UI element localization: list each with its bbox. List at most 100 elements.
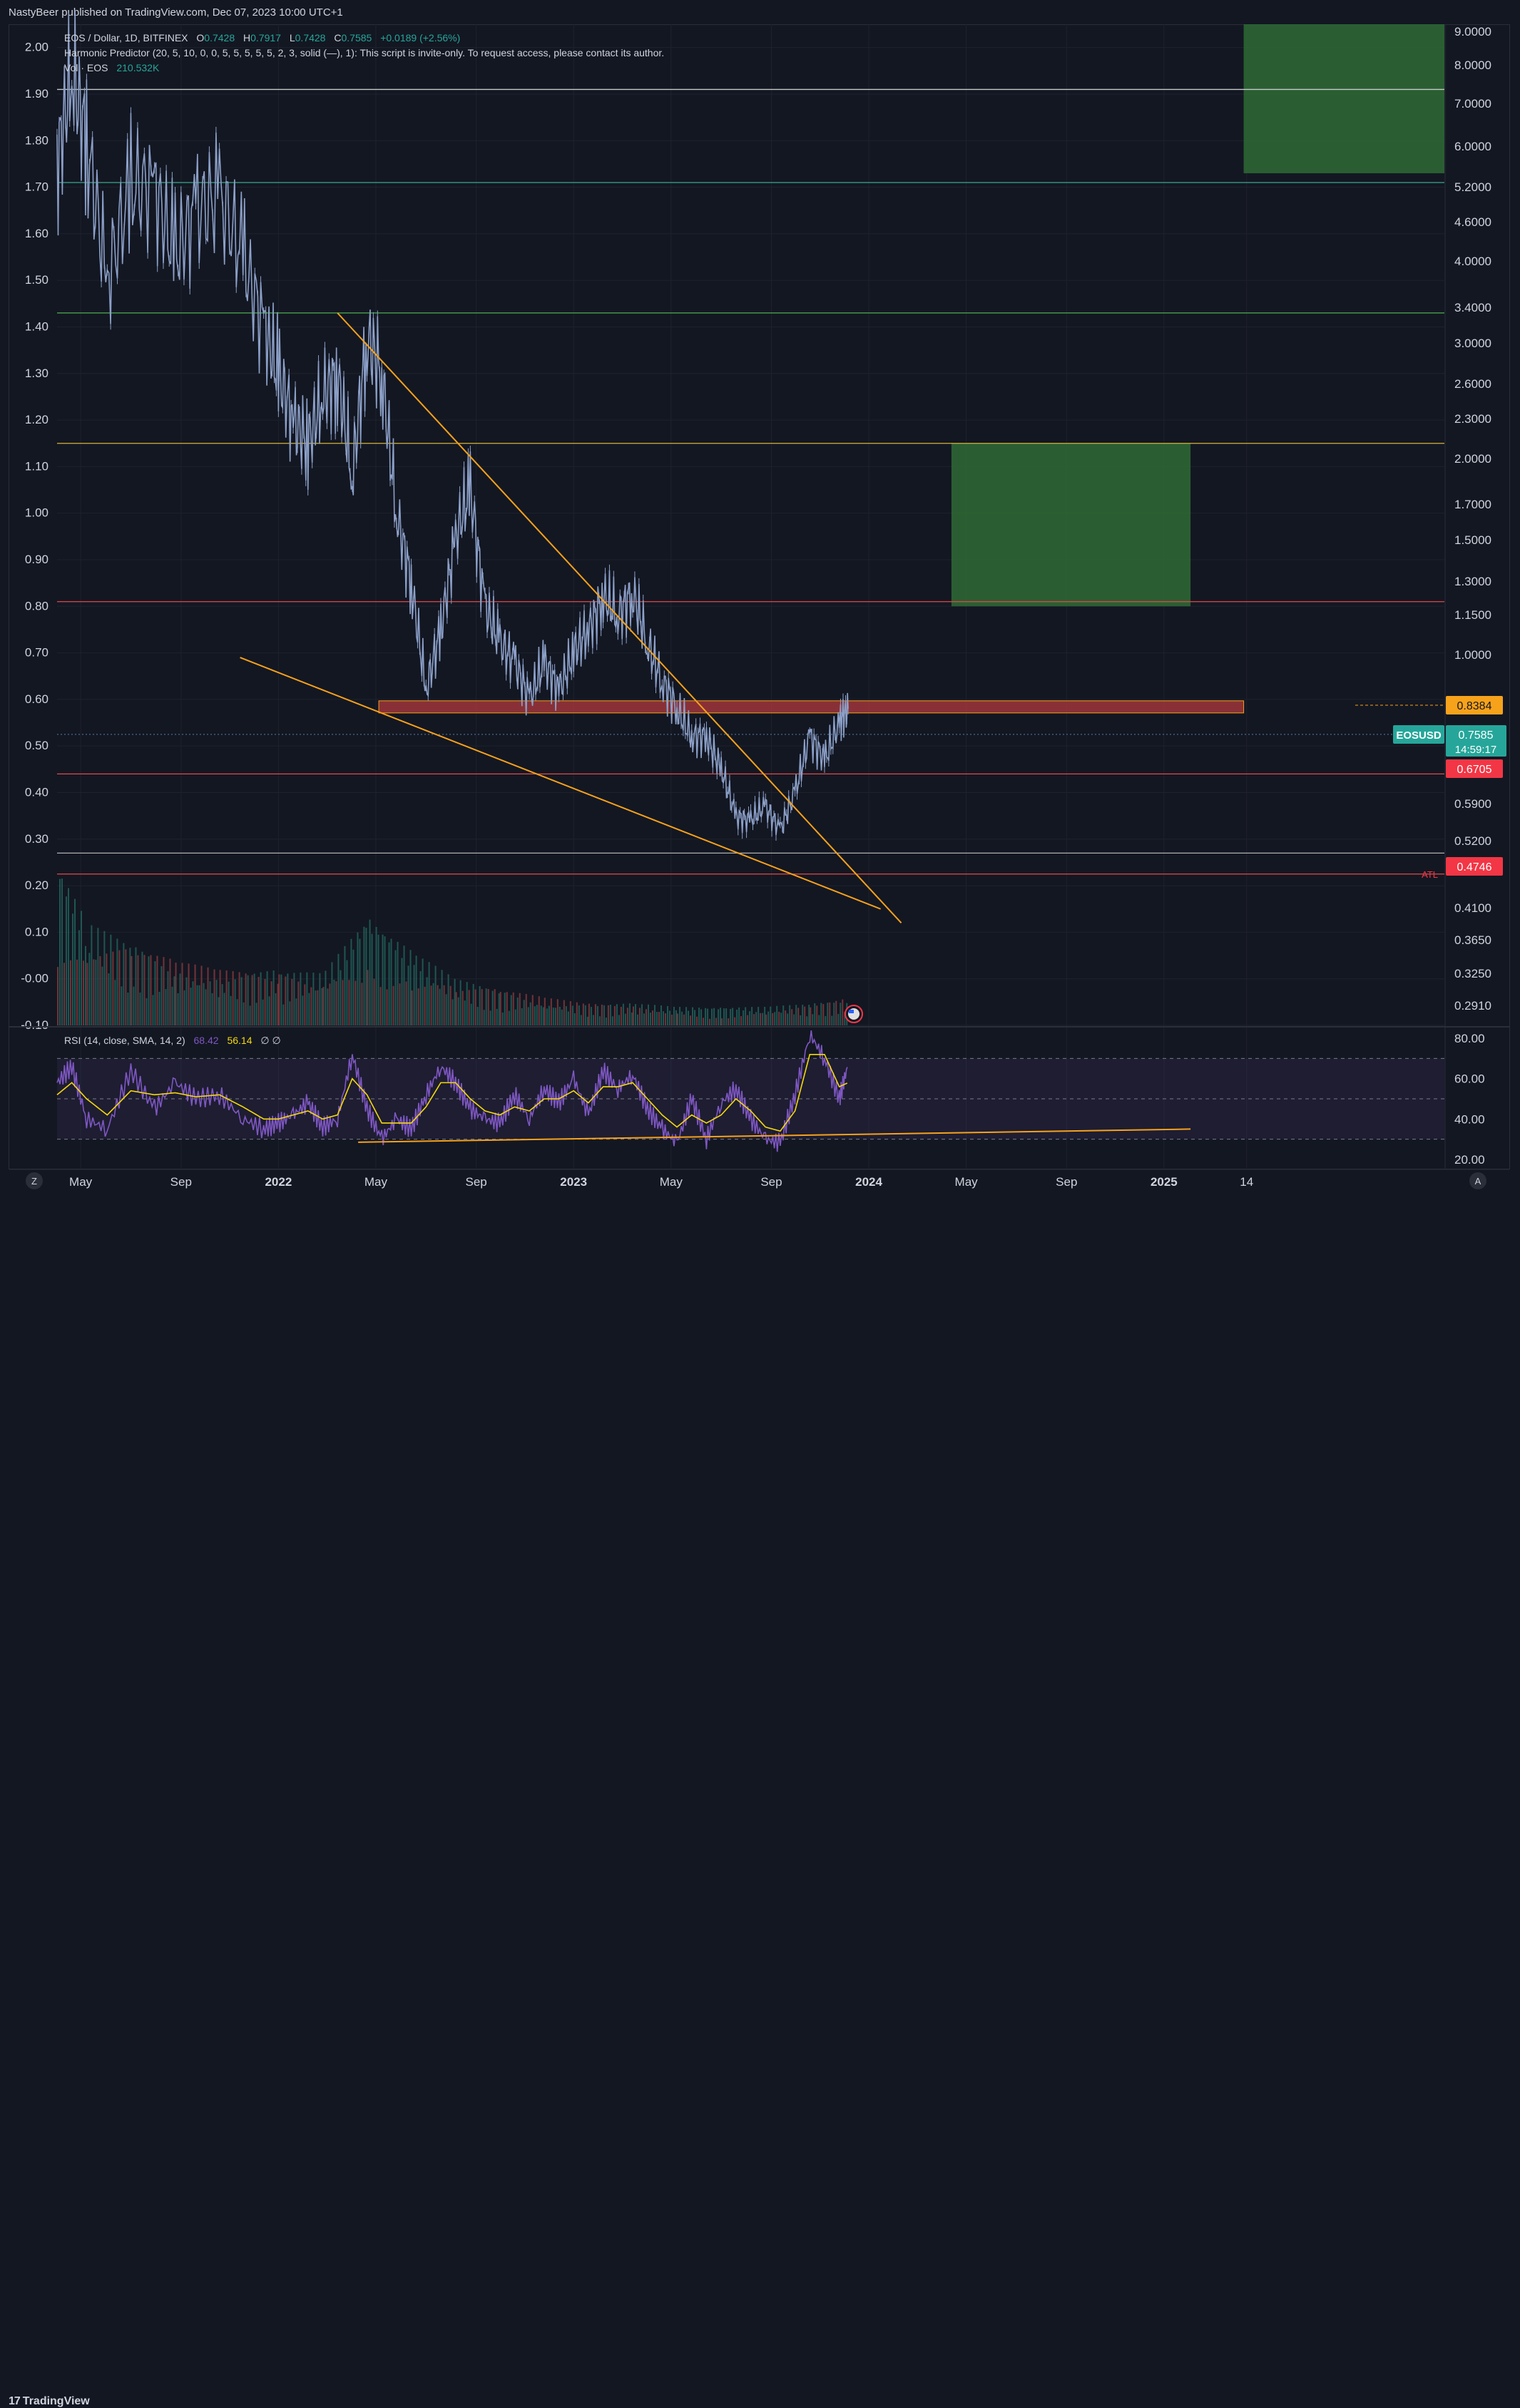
volume-bar xyxy=(512,992,514,1025)
volume-bar xyxy=(508,1010,510,1025)
volume-bar xyxy=(118,950,121,1025)
volume-bar xyxy=(466,982,468,1025)
volume-bar xyxy=(363,926,365,1025)
volume-bar xyxy=(277,983,279,1025)
badge-symbol: EOSUSD xyxy=(1393,725,1444,744)
volume-bar xyxy=(592,1015,594,1025)
right-tick-12: 1.7000 xyxy=(1454,498,1491,511)
atl-label: ATL xyxy=(1422,869,1438,880)
volume-bar xyxy=(651,1010,653,1025)
tradingview-logo[interactable]: 17 TradingView xyxy=(9,2395,90,2407)
volume-bar xyxy=(152,995,154,1025)
volume-bar xyxy=(698,1008,700,1025)
volume-bar xyxy=(262,999,264,1025)
volume-bar xyxy=(430,985,432,1025)
volume-bar xyxy=(325,970,327,1025)
volume-bar xyxy=(213,969,215,1025)
volume-bar xyxy=(679,1007,681,1025)
volume-bar xyxy=(567,1011,569,1025)
volume-bar xyxy=(419,970,422,1025)
svg-text:EOSUSD: EOSUSD xyxy=(1396,729,1442,742)
volume-bar xyxy=(148,956,150,1025)
volume-bar xyxy=(494,989,496,1025)
volume-bar xyxy=(432,983,434,1025)
right-tick-1: 8.0000 xyxy=(1454,58,1491,72)
volume-bar xyxy=(457,997,459,1025)
left-tick-1: 1.90 xyxy=(25,87,49,101)
volume-bar xyxy=(291,978,293,1025)
publish-header: NastyBeer published on TradingView.com, … xyxy=(0,0,1520,24)
volume-bar xyxy=(681,1011,683,1025)
volume-bar xyxy=(340,970,342,1025)
auto-scale-button[interactable]: A xyxy=(1469,1172,1486,1189)
volume-bar xyxy=(379,987,382,1025)
volume-bar xyxy=(156,955,158,1025)
volume-bar xyxy=(542,1007,544,1025)
volume-bar xyxy=(626,1008,628,1025)
volume-bar xyxy=(382,934,384,1025)
volume-bar xyxy=(770,1006,772,1025)
volume-bar xyxy=(401,958,403,1025)
volume-bar xyxy=(499,992,501,1025)
volume-bar xyxy=(660,1005,662,1025)
volume-bar xyxy=(270,981,272,1025)
volume-bar xyxy=(723,1008,725,1025)
volume-bar xyxy=(709,1018,711,1025)
volume-bar xyxy=(321,988,323,1025)
zoom-reset-button[interactable]: Z xyxy=(26,1172,43,1189)
svg-text:0.4746: 0.4746 xyxy=(1457,861,1492,873)
volume-bar xyxy=(163,957,165,1025)
volume-bar xyxy=(506,992,508,1025)
svg-text:0.8384: 0.8384 xyxy=(1457,700,1492,712)
volume-bar xyxy=(407,965,409,1025)
volume-bar xyxy=(192,981,194,1025)
volume-bar xyxy=(306,972,308,1025)
volume-bar xyxy=(275,993,277,1025)
volume-bar xyxy=(200,965,203,1025)
volume-bar xyxy=(814,1003,816,1025)
volume-bar xyxy=(840,1003,842,1025)
volume-bar xyxy=(209,981,211,1025)
volume-bar xyxy=(59,878,61,1025)
chart-canvas[interactable]: 2.00 1.90 1.80 1.70 1.60 1.50 1.40 1.30 1.20 1.10… xyxy=(0,0,1520,1227)
volume-bar xyxy=(308,993,310,1025)
volume-bar xyxy=(177,993,179,1025)
svg-text:Z: Z xyxy=(31,1176,37,1187)
volume-bar xyxy=(749,1011,751,1025)
volume-bar xyxy=(498,993,500,1025)
volume-bar xyxy=(780,1013,782,1025)
volume-bar xyxy=(183,990,185,1025)
svg-text:14:59:17: 14:59:17 xyxy=(1455,744,1496,756)
x-tick-3: May xyxy=(364,1175,388,1189)
volume-bar xyxy=(447,974,449,1025)
volume-bar xyxy=(304,984,306,1025)
volume-bar xyxy=(101,966,103,1025)
volume-bar xyxy=(167,971,169,1025)
us-flag-event-icon[interactable] xyxy=(845,1005,863,1023)
volume-bar xyxy=(85,946,86,1025)
volume-bar xyxy=(762,1013,764,1025)
volume-bar xyxy=(388,942,390,1025)
volume-bar xyxy=(249,1005,251,1025)
volume-bar xyxy=(108,973,110,1025)
volume-bar xyxy=(820,1003,822,1025)
volume-bar xyxy=(594,1004,596,1025)
rsi-tick-3: 20.00 xyxy=(1454,1153,1485,1167)
volume-bar xyxy=(112,951,114,1025)
volume-bar xyxy=(778,1011,780,1025)
x-tick-10: Sep xyxy=(1056,1175,1077,1189)
volume-bar xyxy=(613,1005,616,1025)
volume-bar xyxy=(590,1007,592,1025)
volume-bar xyxy=(658,1012,660,1025)
volume-bar xyxy=(344,946,346,1025)
volume-bar xyxy=(280,974,282,1025)
volume-bar xyxy=(810,1007,812,1025)
volume-bar xyxy=(434,965,437,1025)
volume-bar xyxy=(384,936,386,1025)
volume-bar xyxy=(78,930,80,1025)
rsi-label: RSI (14, close, SMA, 14, 2) xyxy=(64,1035,185,1046)
volume-bar xyxy=(361,983,363,1025)
left-tick-21: -0.10 xyxy=(21,1018,49,1032)
volume-bar xyxy=(225,970,228,1025)
volume-bar xyxy=(842,999,844,1025)
